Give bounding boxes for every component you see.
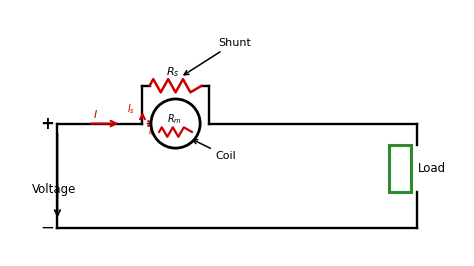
Text: $R_m$: $R_m$: [167, 112, 182, 126]
Text: $I_s$: $I_s$: [128, 102, 136, 115]
Circle shape: [151, 99, 200, 148]
Text: $-$: $-$: [40, 218, 54, 236]
Text: $I_m$: $I_m$: [148, 124, 159, 138]
Text: Voltage: Voltage: [31, 183, 76, 196]
Text: $I$: $I$: [93, 108, 98, 120]
Text: Coil: Coil: [193, 140, 237, 161]
Text: +: +: [40, 115, 54, 132]
Text: $R_s$: $R_s$: [166, 65, 180, 79]
Text: Shunt: Shunt: [184, 38, 251, 75]
Text: Load: Load: [418, 162, 446, 175]
Bar: [389, 145, 410, 192]
